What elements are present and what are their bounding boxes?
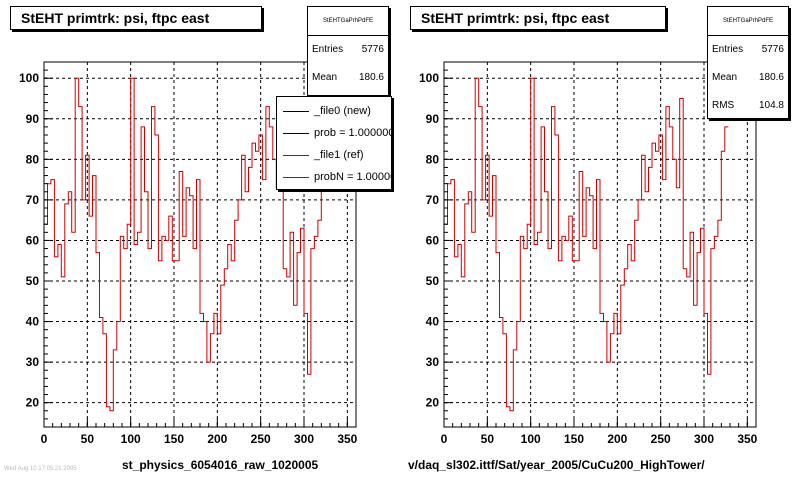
stats-name: StEHTGaPrhPdFE — [308, 7, 388, 36]
stats-row-entries: Entries 5776 — [308, 36, 388, 64]
legend-line-swatch — [283, 133, 309, 134]
y-tick-label: 80 — [26, 152, 40, 166]
legend-label: probN = 1.000000 — [314, 171, 391, 183]
stats-row-mean: Mean 180.6 — [308, 64, 388, 92]
stats-row-rms: RMS 104.8 — [708, 92, 788, 120]
y-tick-label: 60 — [26, 233, 40, 247]
y-tick-label: 60 — [426, 233, 440, 247]
x-tick-label: 300 — [694, 432, 714, 446]
y-tick-label: 20 — [26, 396, 40, 410]
stats-label: Entries — [712, 44, 744, 55]
x-tick-label: 250 — [651, 432, 671, 446]
stats-value: 5776 — [761, 44, 784, 55]
y-tick-label: 40 — [26, 315, 40, 329]
stats-value: 104.8 — [758, 100, 784, 111]
file-caption: v/daq_sl302.ittf/Sat/year_2005/CuCu200_H… — [408, 458, 705, 472]
stats-value: 180.6 — [358, 72, 384, 83]
stats-box: StEHTGaPrhPdFE Entries 5776 Mean 180.6 — [307, 6, 389, 96]
y-tick-label: 70 — [26, 193, 40, 207]
y-tick-label: 90 — [426, 112, 440, 126]
x-tick-label: 50 — [481, 432, 495, 446]
x-tick-label: 0 — [441, 432, 448, 446]
x-tick-label: 100 — [121, 432, 141, 446]
legend-entry: probN = 1.000000 — [277, 166, 391, 188]
stats-label: Mean — [712, 72, 738, 83]
y-tick-label: 100 — [19, 71, 39, 85]
legend: _file0 (new) prob = 1.000000 _file1 (ref… — [276, 96, 392, 190]
x-tick-label: 250 — [251, 432, 271, 446]
y-tick-label: 50 — [26, 274, 40, 288]
x-tick-label: 50 — [81, 432, 95, 446]
histogram-series — [444, 77, 729, 412]
x-tick-label: 150 — [164, 432, 184, 446]
legend-label: _file0 (new) — [314, 105, 371, 117]
chart-title: StEHT primtrk: psi, ftpc east — [410, 6, 666, 30]
file-caption: st_physics_6054016_raw_1020005 — [122, 458, 319, 472]
x-tick-label: 200 — [607, 432, 627, 446]
x-tick-label: 300 — [294, 432, 314, 446]
y-tick-label: 80 — [426, 152, 440, 166]
legend-label: prob = 1.000000 — [314, 127, 392, 139]
y-tick-label: 70 — [426, 193, 440, 207]
y-tick-label: 30 — [426, 355, 440, 369]
legend-line-swatch — [283, 177, 309, 178]
timestamp-text: Wed Aug 10 17:05:21 2005 — [4, 466, 77, 472]
y-tick-label: 20 — [426, 396, 440, 410]
y-tick-label: 50 — [426, 274, 440, 288]
legend-entry: _file0 (new) — [277, 100, 391, 122]
y-tick-label: 100 — [419, 71, 439, 85]
y-tick-label: 30 — [26, 355, 40, 369]
stats-label: Entries — [312, 44, 344, 55]
x-tick-label: 150 — [564, 432, 584, 446]
x-tick-label: 350 — [737, 432, 757, 446]
stats-box: StEHTGaPrhPdFE Entries 5776 Mean 180.6 R… — [707, 6, 789, 119]
stats-label: RMS — [712, 100, 735, 111]
y-tick-label: 40 — [426, 315, 440, 329]
legend-entry: prob = 1.000000 — [277, 122, 391, 144]
legend-line-swatch — [283, 155, 309, 156]
chart-title: StEHT primtrk: psi, ftpc east — [10, 6, 262, 30]
stats-label: Mean — [312, 72, 338, 83]
stats-value: 5776 — [361, 44, 384, 55]
y-tick-label: 90 — [26, 112, 40, 126]
x-tick-label: 0 — [41, 432, 48, 446]
x-tick-label: 200 — [207, 432, 227, 446]
stats-row-entries: Entries 5776 — [708, 36, 788, 64]
legend-entry: _file1 (ref) — [277, 144, 391, 166]
legend-label: _file1 (ref) — [314, 149, 364, 161]
stats-row-mean: Mean 180.6 — [708, 64, 788, 92]
stats-value: 180.6 — [758, 72, 784, 83]
legend-line-swatch — [283, 111, 309, 112]
x-tick-label: 100 — [521, 432, 541, 446]
stats-name: StEHTGaPrhPdFE — [708, 7, 788, 36]
x-tick-label: 350 — [337, 432, 357, 446]
